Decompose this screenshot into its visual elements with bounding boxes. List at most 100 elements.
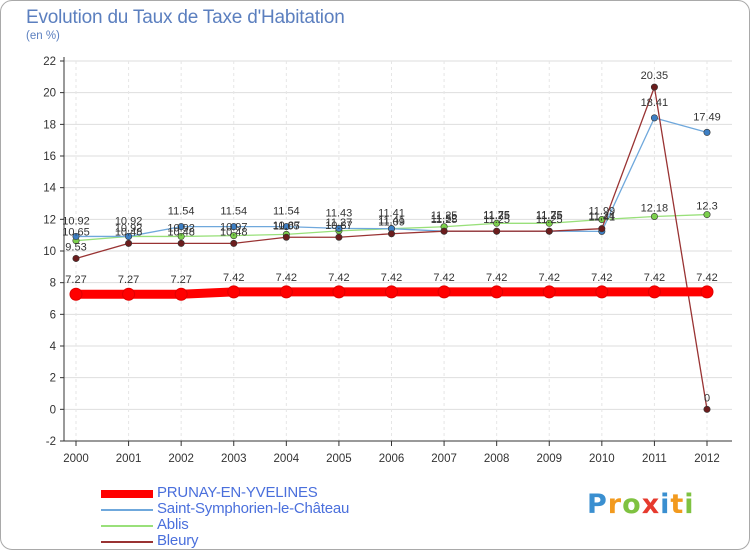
data-label: 11.43 <box>326 207 353 219</box>
data-point <box>230 223 238 231</box>
data-label: 7.42 <box>539 272 560 284</box>
data-label: 11.25 <box>431 210 458 222</box>
y-tick-label: 14 <box>43 183 56 195</box>
data-label: 12.18 <box>641 202 669 214</box>
chart-subtitle: (en %) <box>26 30 60 42</box>
data-point <box>647 285 661 299</box>
logo-letter: x <box>641 489 661 520</box>
legend-swatch <box>101 509 153 511</box>
data-point <box>122 287 136 301</box>
data-label: 7.42 <box>433 272 454 284</box>
data-label: 11.99 <box>588 205 615 217</box>
data-label: 10.48 <box>167 226 195 238</box>
data-point <box>437 285 451 299</box>
proxiti-logo: Proxiti <box>587 489 695 520</box>
data-point <box>490 285 504 299</box>
x-tick-label: 2008 <box>484 453 510 465</box>
data-point <box>650 114 658 122</box>
grid <box>64 60 732 442</box>
y-tick-label: 16 <box>43 151 56 163</box>
y-tick-label: 8 <box>50 278 56 290</box>
y-tick-label: -2 <box>46 436 56 448</box>
data-label: 7.42 <box>276 272 297 284</box>
data-label: 7.27 <box>118 274 139 286</box>
x-tick-label: 2007 <box>431 453 457 465</box>
data-label: 10.87 <box>325 220 353 232</box>
x-tick-label: 2001 <box>116 453 142 465</box>
logo-letter: i <box>660 489 671 520</box>
x-tick-label: 2011 <box>642 453 667 465</box>
data-label: 7.42 <box>381 272 402 284</box>
data-label: 11.05 <box>273 220 300 232</box>
data-label: 11.25 <box>536 214 563 226</box>
data-label: 7.42 <box>223 272 244 284</box>
y-tick-label: 22 <box>43 56 56 68</box>
data-label: 0 <box>704 392 710 404</box>
x-tick-label: 2002 <box>168 453 194 465</box>
data-label: 10.92 <box>115 222 143 234</box>
data-point <box>335 233 343 241</box>
data-point <box>703 211 711 219</box>
logo-letter: i <box>684 489 695 520</box>
data-labels: 10.65 10.92 10.92 10.97 11.05 11.27 11.41 11.52… <box>62 70 721 404</box>
data-label: 7.42 <box>644 272 665 284</box>
data-point <box>545 219 553 227</box>
data-label: 10.48 <box>220 226 248 238</box>
data-point <box>177 223 185 231</box>
data-label: 11.25 <box>431 214 458 226</box>
data-point <box>177 239 185 247</box>
data-point <box>703 128 711 136</box>
y-tick-label: 0 <box>50 404 56 416</box>
legend-label: Bleury <box>157 532 199 549</box>
data-label: 11.24 <box>588 210 615 222</box>
axes: -2 0 2 4 6 8 10 12 14 16 18 20 22 2000 2001 2002 2003 200… <box>43 56 732 465</box>
data-label: 11.54 <box>168 206 195 218</box>
x-tick-label: 2005 <box>326 453 352 465</box>
data-label: 11.54 <box>220 206 247 218</box>
chart-title: Evolution du Taux de Taxe d'Habitation <box>26 7 345 28</box>
data-label: 18.41 <box>641 97 669 109</box>
legend-label: PRUNAY-EN-YVELINES <box>157 484 318 501</box>
data-label: 11.25 <box>536 210 563 222</box>
data-label: 11.54 <box>273 206 300 218</box>
data-point <box>440 227 448 235</box>
legend-label: Ablis <box>157 516 189 533</box>
data-point <box>650 83 658 91</box>
x-tick-label: 2000 <box>63 453 89 465</box>
data-point <box>125 239 133 247</box>
data-point <box>125 232 133 240</box>
data-label: 11.25 <box>483 214 510 226</box>
data-label: 7.42 <box>328 272 349 284</box>
data-point <box>279 285 293 299</box>
x-tick-label: 2003 <box>221 453 247 465</box>
data-label: 11.25 <box>483 210 510 222</box>
data-label: 7.42 <box>696 272 717 284</box>
data-point <box>542 285 556 299</box>
data-label: 11.75 <box>536 209 563 221</box>
x-tick-label: 2006 <box>379 453 405 465</box>
data-label: 7.42 <box>591 272 612 284</box>
logo-letter: o <box>622 489 642 520</box>
y-tick-label: 10 <box>43 246 56 258</box>
data-point <box>385 285 398 299</box>
data-label: 10.87 <box>273 220 301 232</box>
legend-swatch <box>101 525 153 527</box>
data-label: 7.27 <box>65 274 86 286</box>
data-point <box>332 285 346 299</box>
y-tick-label: 2 <box>50 373 56 385</box>
data-label: 10.97 <box>220 222 248 234</box>
data-point <box>650 212 658 220</box>
y-tick-label: 12 <box>43 214 56 226</box>
data-label: 7.42 <box>486 272 507 284</box>
data-label: 12.3 <box>696 201 717 213</box>
data-point <box>493 219 501 227</box>
x-tick-label: 2010 <box>589 453 615 465</box>
data-label: 11.41 <box>588 212 615 224</box>
legend-swatch <box>101 490 153 498</box>
data-point <box>703 405 711 413</box>
data-label: 11.75 <box>483 209 510 221</box>
x-tick-label: 2012 <box>694 453 720 465</box>
data-label: 20.35 <box>641 70 669 82</box>
logo-letter: r <box>607 489 623 520</box>
